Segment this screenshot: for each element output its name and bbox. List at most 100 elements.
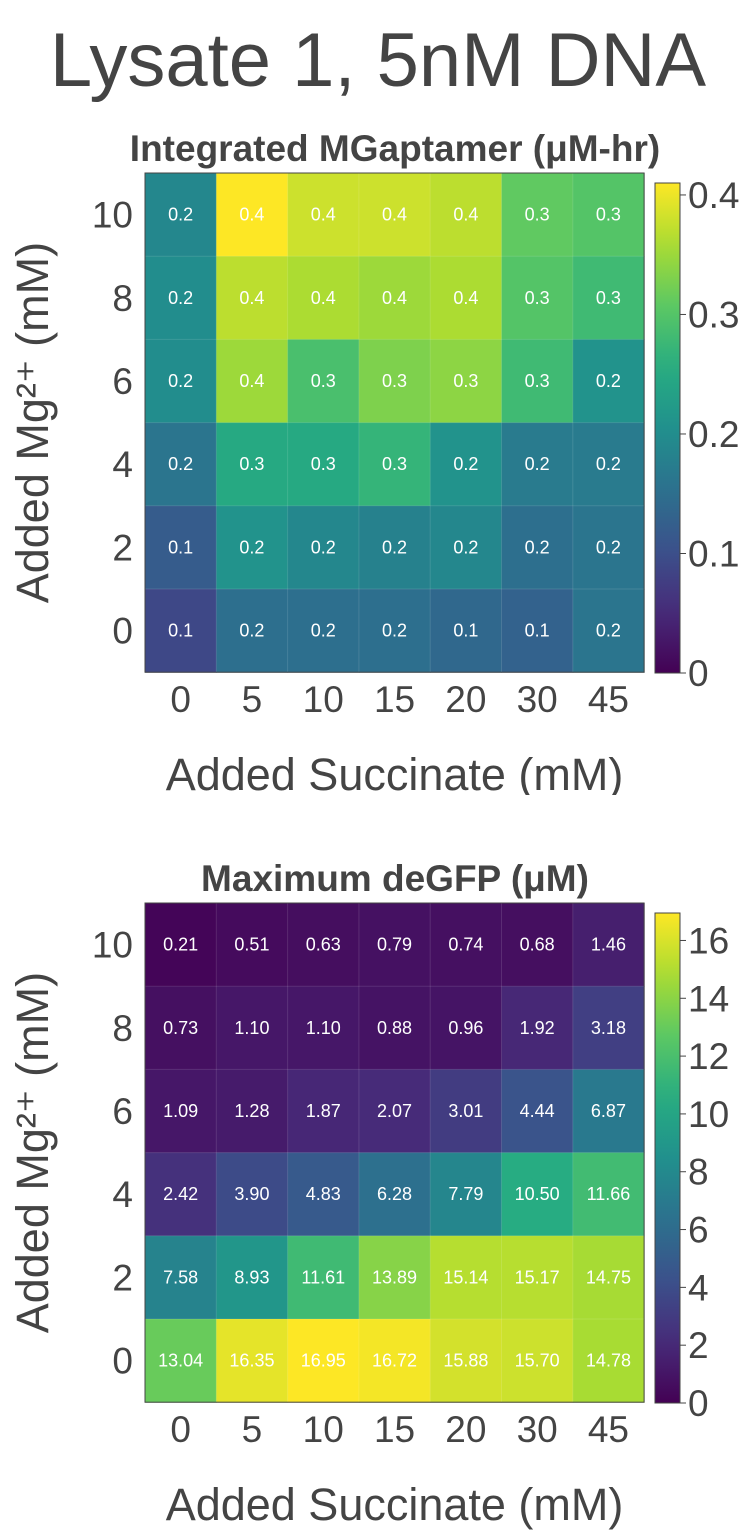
cell-label: 14.75 — [586, 1267, 631, 1287]
cell-label: 13.04 — [158, 1351, 203, 1371]
cell-label: 1.28 — [234, 1101, 269, 1121]
cell-label: 15.14 — [443, 1267, 488, 1287]
heatmap-cell — [430, 903, 502, 987]
heatmap-cell — [287, 903, 360, 987]
cell-label: 0.2 — [596, 621, 621, 641]
heatmap-cell — [572, 339, 645, 424]
colorbar-tick-label: 0 — [688, 653, 709, 694]
cell-label: 0.3 — [382, 371, 407, 391]
heatmap-cell — [501, 903, 574, 987]
cell-label: 0.3 — [239, 454, 264, 474]
x-tick-label: 30 — [517, 679, 558, 720]
x-tick-label: 30 — [517, 1409, 558, 1450]
colorbar — [654, 912, 681, 1404]
cell-label: 0.2 — [168, 371, 193, 391]
cell-label: 0.3 — [453, 371, 478, 391]
heatmap-cell — [358, 1319, 431, 1403]
heatmap-cell — [430, 589, 502, 673]
heatmap-cell — [287, 1319, 360, 1403]
cell-label: 0.21 — [163, 935, 198, 955]
cell-label: 2.42 — [163, 1184, 198, 1204]
cell-label: 0.4 — [311, 205, 336, 225]
heatmap-cell — [358, 256, 431, 340]
cell-label: 0.63 — [306, 935, 341, 955]
heatmap-cell — [501, 589, 574, 673]
cell-label: 1.92 — [520, 1018, 555, 1038]
y-tick-label: 4 — [112, 1174, 133, 1215]
heatmap-cell — [358, 1152, 431, 1237]
cell-label: 16.95 — [301, 1351, 346, 1371]
cell-label: 0.4 — [239, 371, 264, 391]
heatmap-cell — [287, 1235, 360, 1320]
cell-label: 13.89 — [372, 1267, 417, 1287]
heatmap-cell — [287, 422, 360, 507]
heatmap-cell — [216, 1235, 289, 1320]
y-axis-label: Added Mg²⁺ (mM) — [7, 972, 58, 1333]
heatmap-cell — [145, 173, 217, 257]
x-tick-label: 0 — [170, 679, 191, 720]
x-tick-label: 15 — [374, 1409, 415, 1450]
cell-label: 0.2 — [596, 537, 621, 557]
cell-label: 0.2 — [525, 454, 550, 474]
heatmap-cell — [358, 339, 431, 424]
y-tick-label: 6 — [112, 1091, 133, 1132]
heatmap-cell — [287, 339, 360, 424]
cell-label: 0.2 — [168, 205, 193, 225]
heatmap-cell — [216, 1152, 289, 1237]
x-tick-label: 15 — [374, 679, 415, 720]
heatmap-cell — [430, 1152, 502, 1237]
heatmap-cell — [216, 903, 289, 987]
colorbar-tick-label: 12 — [688, 1036, 729, 1077]
plot-title: Maximum deGFP (μM) — [201, 858, 589, 899]
cell-label: 0.2 — [596, 454, 621, 474]
cell-label: 1.09 — [163, 1101, 198, 1121]
heatmap-cell — [145, 986, 217, 1070]
y-tick-label: 8 — [112, 278, 133, 319]
x-tick-label: 0 — [170, 1409, 191, 1450]
heatmap-cell — [145, 1319, 217, 1403]
heatmap-cell — [572, 173, 645, 257]
heatmap-cell — [430, 1235, 502, 1320]
cell-label: 0.2 — [453, 537, 478, 557]
colorbar-tick-label: 10 — [688, 1094, 729, 1135]
heatmap-cell — [145, 1235, 217, 1320]
x-tick-label: 10 — [303, 679, 344, 720]
colorbar-tick-label: 0.2 — [688, 414, 739, 455]
heatmap-cell — [358, 1235, 431, 1320]
cell-label: 7.58 — [163, 1267, 198, 1287]
x-tick-label: 45 — [588, 679, 629, 720]
colorbar-tick-label: 0.4 — [688, 175, 739, 216]
figure-title: Lysate 1, 5nM DNA — [49, 18, 707, 103]
heatmap-cell — [216, 422, 289, 507]
heatmap-maximum-degfp: Maximum deGFP (μM) 0.21 0.51 0.63 0.79 0.74 0.… — [7, 858, 729, 1530]
plot-title: Integrated MGaptamer (μM-hr) — [130, 128, 660, 169]
cell-label: 3.18 — [591, 1018, 626, 1038]
cell-label: 0.74 — [448, 935, 483, 955]
heatmap-cell — [216, 256, 289, 340]
cell-label: 0.3 — [311, 371, 336, 391]
cell-label: 0.4 — [311, 288, 336, 308]
cell-label: 0.1 — [453, 621, 478, 641]
heatmap-cell — [216, 986, 289, 1070]
cell-label: 0.3 — [525, 288, 550, 308]
x-tick-label: 5 — [242, 679, 263, 720]
y-tick-label: 10 — [92, 925, 133, 966]
x-tick-label: 20 — [445, 679, 486, 720]
x-tick-label: 5 — [242, 1409, 263, 1450]
cell-label: 0.88 — [377, 1018, 412, 1038]
heatmap-cell — [572, 1235, 645, 1320]
y-tick-label: 10 — [92, 195, 133, 236]
cell-label: 4.44 — [520, 1101, 555, 1121]
cell-label: 1.87 — [306, 1101, 341, 1121]
colorbar-tick-label: 2 — [688, 1325, 709, 1366]
heatmap-cell — [358, 173, 431, 257]
cell-label: 15.88 — [443, 1351, 488, 1371]
colorbar-tick-label: 4 — [688, 1267, 709, 1308]
y-tick-label: 8 — [112, 1008, 133, 1049]
heatmap-cell — [501, 1319, 574, 1403]
y-tick-label: 0 — [112, 1341, 133, 1382]
plot-frame — [144, 172, 645, 673]
heatmap-cell — [501, 505, 574, 590]
heatmap-cell — [216, 339, 289, 424]
cell-label: 0.2 — [239, 621, 264, 641]
